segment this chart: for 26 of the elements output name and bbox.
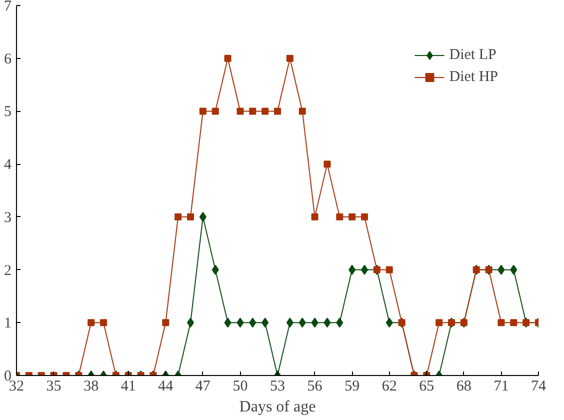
x-tick-label: 68 <box>456 378 472 394</box>
x-tick-label: 32 <box>9 378 24 394</box>
y-tick-label: 4 <box>4 157 12 174</box>
x-tick-label: 38 <box>84 378 99 394</box>
x-tick-label: 74 <box>531 378 546 394</box>
y-tick-label: 7 <box>4 0 12 14</box>
x-tick-label: 59 <box>344 378 360 394</box>
y-tick-label: 5 <box>4 104 12 120</box>
x-tick-label: 62 <box>382 378 397 394</box>
y-tick-label: 0 <box>4 368 12 384</box>
x-tick-label: 50 <box>232 378 248 394</box>
x-tick-label: 53 <box>270 378 285 394</box>
x-tick-label: 44 <box>158 378 174 394</box>
x-tick-label: 47 <box>195 378 211 394</box>
x-axis-title: Days of age <box>239 398 316 416</box>
legend-label: Diet HP <box>449 68 498 86</box>
y-tick-label: 3 <box>4 210 12 226</box>
x-tick-label: 71 <box>494 378 509 394</box>
legend-label: Diet LP <box>449 46 496 64</box>
x-tick-label: 35 <box>46 378 62 394</box>
x-tick-label: 56 <box>307 378 323 394</box>
x-tick-label: 41 <box>120 378 136 394</box>
y-tick-label: 1 <box>4 316 12 332</box>
y-tick-label: 2 <box>4 262 12 279</box>
y-tick-label: 6 <box>4 51 12 68</box>
x-tick-label: 65 <box>419 378 434 394</box>
